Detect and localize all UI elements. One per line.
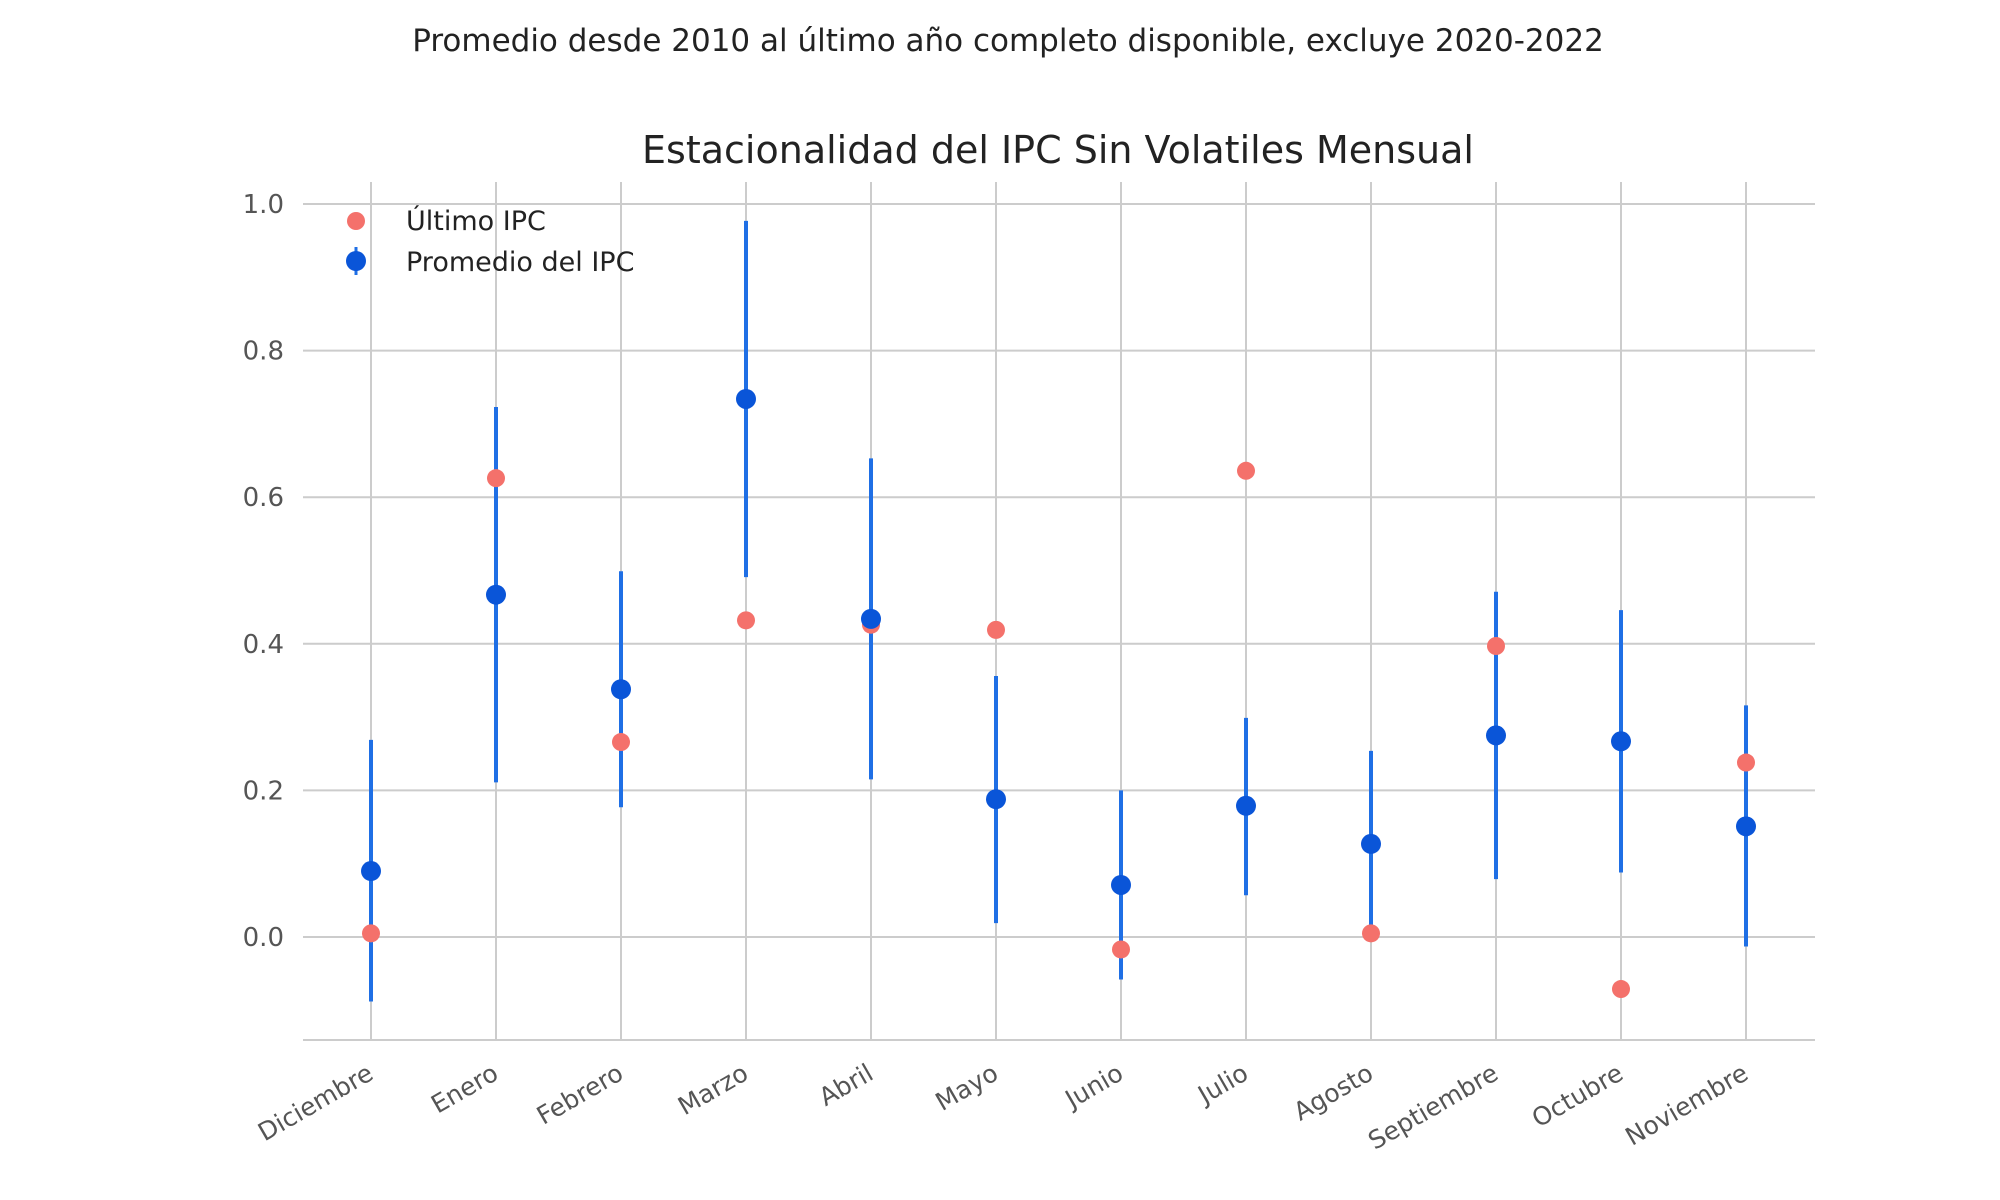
x-tick-label-septiembre: Septiembre bbox=[1363, 1058, 1503, 1155]
x-tick-label-noviembre: Noviembre bbox=[1620, 1058, 1753, 1151]
legend: Último IPC Promedio del IPC bbox=[346, 205, 634, 278]
x-tick-label-enero: Enero bbox=[426, 1058, 503, 1119]
x-tick-label-junio: Junio bbox=[1059, 1058, 1128, 1115]
point-ultimo-ipc-julio bbox=[1237, 461, 1255, 480]
x-tick-label-abril: Abril bbox=[814, 1058, 878, 1112]
legend-marker-promedio-del-ipc bbox=[346, 251, 366, 271]
chart-title: Estacionalidad del IPC Sin Volatiles Men… bbox=[642, 128, 1474, 172]
point-ultimo-ipc-enero bbox=[487, 469, 505, 488]
x-tick-label-diciembre: Diciembre bbox=[253, 1058, 378, 1147]
x-tick-label-marzo: Marzo bbox=[673, 1058, 753, 1121]
legend-label-promedio-del-ipc: Promedio del IPC bbox=[406, 247, 634, 278]
y-tick-label: 0.4 bbox=[243, 630, 284, 660]
point-ultimo-ipc-agosto bbox=[1362, 924, 1380, 943]
legend-label-ultimo-ipc: Último IPC bbox=[406, 205, 546, 237]
x-axis-ticks: Diciembre Enero Febrero Marzo Abril Mayo Junio… bbox=[253, 1058, 1753, 1155]
y-tick-label: 0.8 bbox=[243, 337, 284, 367]
y-tick-label: 0.6 bbox=[243, 483, 284, 513]
point-promedio-ipc-abril bbox=[861, 608, 881, 629]
legend-marker-ultimo-ipc bbox=[347, 212, 365, 230]
point-promedio-ipc-octubre bbox=[1611, 731, 1631, 752]
point-ultimo-ipc-octubre bbox=[1612, 980, 1630, 999]
point-promedio-ipc-mayo bbox=[986, 789, 1006, 810]
point-ultimo-ipc-noviembre bbox=[1737, 753, 1755, 772]
point-promedio-ipc-septiembre bbox=[1486, 725, 1506, 746]
point-promedio-ipc-agosto bbox=[1361, 833, 1381, 854]
point-ultimo-ipc-diciembre bbox=[362, 924, 380, 943]
y-axis-ticks: 0.0 0.2 0.4 0.6 0.8 1.0 bbox=[243, 190, 284, 953]
y-tick-label: 1.0 bbox=[243, 190, 284, 220]
point-promedio-ipc-diciembre bbox=[361, 861, 381, 882]
chart-suptitle: Promedio desde 2010 al último año comple… bbox=[412, 23, 1604, 59]
point-ultimo-ipc-mayo bbox=[987, 620, 1005, 639]
x-tick-label-octubre: Octubre bbox=[1527, 1058, 1628, 1133]
x-tick-label-julio: Julio bbox=[1191, 1058, 1253, 1110]
y-tick-label: 0.2 bbox=[243, 776, 284, 806]
point-promedio-ipc-julio bbox=[1236, 795, 1256, 816]
point-promedio-ipc-noviembre bbox=[1736, 816, 1756, 837]
grid-layer bbox=[303, 182, 1815, 1041]
x-tick-label-agosto: Agosto bbox=[1289, 1058, 1378, 1126]
x-tick-label-mayo: Mayo bbox=[930, 1058, 1003, 1117]
point-ultimo-ipc-febrero bbox=[612, 733, 630, 752]
y-tick-label: 0.0 bbox=[243, 923, 284, 953]
point-promedio-ipc-febrero bbox=[611, 679, 631, 700]
point-ultimo-ipc-junio bbox=[1112, 940, 1130, 959]
point-promedio-ipc-enero bbox=[486, 584, 506, 605]
point-promedio-ipc-junio bbox=[1111, 874, 1131, 895]
error-bars bbox=[369, 220, 1748, 1002]
x-tick-label-febrero: Febrero bbox=[532, 1058, 628, 1130]
point-promedio-ipc-marzo bbox=[736, 388, 756, 409]
data-points bbox=[361, 388, 1756, 999]
point-ultimo-ipc-marzo bbox=[737, 611, 755, 630]
point-ultimo-ipc-septiembre bbox=[1487, 636, 1505, 655]
